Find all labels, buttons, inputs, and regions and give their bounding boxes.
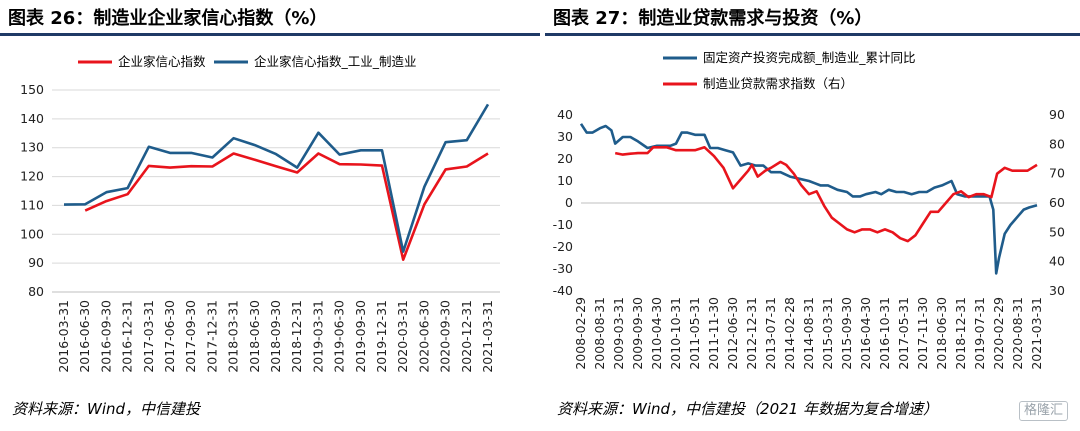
x-tick-label: 2017-06-30 (162, 300, 177, 373)
y-tick-label: 10 (557, 173, 573, 188)
legend-label: 企业家信心指数_工业_制造业 (254, 54, 417, 69)
y-tick-label: -20 (553, 239, 573, 254)
y-tick-label: 0 (565, 195, 573, 210)
x-tick-label: 2021-03-31 (480, 300, 495, 373)
y2-tick-label: 60 (1049, 195, 1065, 210)
y2-tick-label: 50 (1049, 224, 1065, 239)
x-tick-label: 2016-12-31 (120, 300, 135, 373)
x-tick-label: 2017-11-30 (915, 297, 930, 370)
x-tick-label: 2019-06-30 (332, 300, 347, 373)
y-tick-label: 40 (557, 107, 573, 122)
left-chart-svg: 80 90 100 110 120 130 140 150 2016-03-31 2016-06-… (20, 54, 500, 373)
left-title-rule (0, 33, 540, 36)
y-tick-label: 90 (28, 255, 44, 270)
x-tick-label: 2012-12-31 (744, 297, 759, 370)
y2-tick-label: 80 (1049, 136, 1065, 151)
x-tick-label: 2019-03-31 (310, 300, 325, 373)
x-tick-label: 2019-12-31 (374, 300, 389, 373)
y-tick-label: 120 (20, 169, 44, 184)
x-tick-label: 2017-03-31 (141, 300, 156, 373)
right-chart-svg: -40 -30 -20 -10 0 10 20 30 40 30 40 50 60 70 80 90 2008-… (553, 50, 1065, 370)
x-tick-label: 2010-10-31 (668, 297, 683, 370)
watermark-logo: 格隆汇 (1018, 401, 1068, 421)
x-tick-label: 2020-12-31 (459, 300, 474, 373)
x-tick-label: 2010-04-30 (649, 297, 664, 370)
x-tick-label: 2020-09-30 (438, 300, 453, 373)
y-tick-label: 140 (20, 111, 44, 126)
x-tick-label: 2016-03-31 (56, 300, 71, 373)
left-chart-panel: 图表 26：制造业企业家信心指数（%） 80 90 100 110 120 130 140 1… (0, 8, 540, 418)
x-tick-label: 2017-09-30 (183, 300, 198, 373)
y-tick-label: 80 (28, 284, 44, 299)
x-tick-label: 2018-06-30 (934, 297, 949, 370)
x-tick-label: 2017-12-31 (204, 300, 219, 373)
y-tick-label: 130 (20, 140, 44, 155)
x-tick-label: 2009-09-30 (630, 297, 645, 370)
x-tick-label: 2014-02-28 (782, 297, 797, 370)
y-tick-label: -10 (553, 217, 573, 232)
x-tick-label: 2018-06-30 (247, 300, 262, 373)
x-tick-label: 2016-09-30 (98, 300, 113, 373)
legend-label: 固定资产投资完成额_制造业_累计同比 (703, 50, 916, 65)
x-tick-label: 2014-08-31 (801, 297, 816, 370)
x-tick-label: 2013-07-31 (763, 297, 778, 370)
x-tick-label: 2016-06-30 (77, 300, 92, 373)
left-chart-title: 图表 26：制造业企业家信心指数（%） (8, 8, 328, 29)
series-line-confidence-manufacturing (63, 103, 490, 253)
x-tick-label: 2009-03-31 (611, 297, 626, 370)
left-chart-source: 资料来源：Wind，中信建投 (12, 400, 201, 418)
legend-label: 制造业贷款需求指数（右） (703, 76, 853, 91)
right-chart-title: 图表 27：制造业贷款需求与投资（%） (553, 8, 873, 29)
y-tick-label: 150 (20, 82, 44, 97)
x-tick-label: 2019-07-31 (972, 297, 987, 370)
x-tick-label: 2020-02-29 (991, 297, 1006, 370)
x-tick-label: 2018-12-31 (289, 300, 304, 373)
legend-label: 企业家信心指数 (118, 54, 206, 69)
y2-tick-label: 90 (1049, 107, 1065, 122)
y2-tick-label: 70 (1049, 166, 1065, 181)
y-tick-label: -30 (553, 261, 573, 276)
right-title-rule (545, 33, 1080, 36)
x-tick-label: 2011-11-30 (706, 297, 721, 370)
x-tick-label: 2020-06-30 (416, 300, 431, 373)
x-tick-label: 2015-09-30 (839, 297, 854, 370)
x-tick-label: 2018-03-31 (226, 300, 241, 373)
y-tick-label: 20 (557, 151, 573, 166)
x-tick-label: 2016-04-30 (858, 297, 873, 370)
x-tick-label: 2018-09-30 (268, 300, 283, 373)
y-tick-label: 30 (557, 129, 573, 144)
x-tick-label: 2011-05-31 (687, 297, 702, 370)
y-tick-label: 100 (20, 226, 44, 241)
x-tick-label: 2021-03-31 (1029, 297, 1044, 370)
series-line-loan-demand (614, 146, 1038, 243)
x-tick-label: 2012-06-30 (725, 297, 740, 370)
series-line-fai-manufacturing (579, 123, 1038, 275)
right-chart-source: 资料来源：Wind，中信建投（2021 年数据为复合增速） (557, 400, 938, 418)
x-tick-label: 2016-10-31 (877, 297, 892, 370)
y-tick-label: -40 (553, 283, 573, 298)
y2-tick-label: 30 (1049, 283, 1065, 298)
x-tick-label: 2015-03-31 (820, 297, 835, 370)
x-tick-label: 2008-08-31 (592, 297, 607, 370)
series-line-confidence (84, 152, 489, 261)
x-tick-label: 2008-02-29 (573, 297, 588, 370)
x-tick-label: 2020-08-31 (1010, 297, 1025, 370)
right-chart-panel: 图表 27：制造业贷款需求与投资（%） -40 -30 -20 -10 0 10 20 30 4… (545, 0, 1080, 431)
y-tick-label: 110 (20, 197, 44, 212)
y2-tick-label: 40 (1049, 254, 1065, 269)
x-tick-label: 2017-05-31 (896, 297, 911, 370)
x-tick-label: 2020-03-31 (395, 300, 410, 373)
x-tick-label: 2018-12-31 (953, 297, 968, 370)
x-tick-label: 2019-09-30 (353, 300, 368, 373)
